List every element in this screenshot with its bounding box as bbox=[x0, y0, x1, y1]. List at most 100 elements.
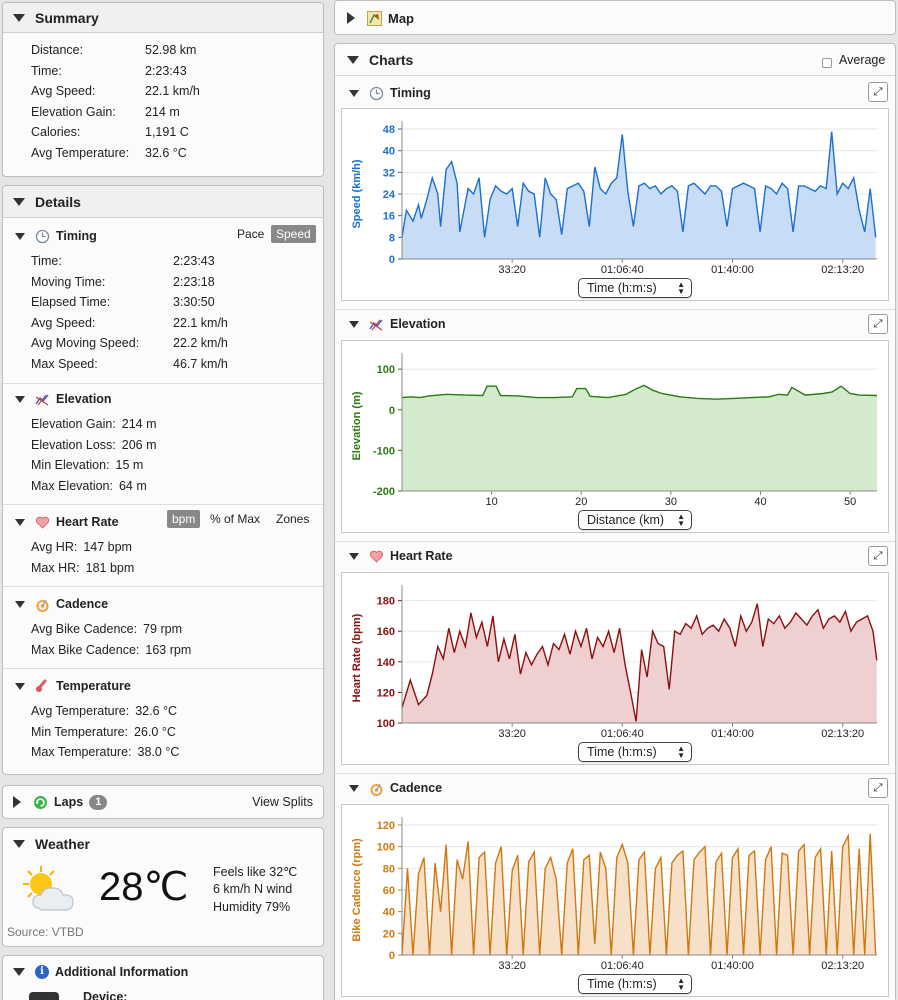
speed-toggle[interactable]: Speed bbox=[271, 225, 316, 243]
cadence-chart-header[interactable]: Cadence bbox=[335, 778, 895, 798]
series-area bbox=[402, 603, 877, 723]
selector-label: Time (h:m:s) bbox=[587, 745, 657, 759]
stat-row: Max Bike Cadence: 163 rpm bbox=[31, 643, 191, 657]
stat-label: Avg Speed: bbox=[31, 84, 96, 98]
y-axis-label: Bike Cadence (rpm) bbox=[351, 838, 363, 942]
summary-header[interactable]: Summary bbox=[3, 3, 323, 33]
weather-panel: Weather 28℃ Feels like 32℃ 6 km/h N wind… bbox=[2, 827, 324, 947]
stat-value: 2:23:43 bbox=[145, 63, 187, 78]
heart-rate-chart-svg: Heart Rate (bpm) 100 120 140 160 180 33:20 01:0… bbox=[351, 585, 878, 740]
stat-label: Max Elevation: bbox=[31, 478, 113, 493]
x-tick-label: 50 bbox=[844, 496, 856, 508]
divider bbox=[335, 541, 895, 542]
stat-label: Calories: bbox=[31, 125, 81, 139]
details-panel: Details Timing Pace Speed Time: 2:23:43 Mo… bbox=[2, 185, 324, 775]
y-tick-label: 40 bbox=[383, 907, 395, 919]
stat-label: Max Speed: bbox=[31, 356, 98, 371]
additional-info-header[interactable]: i Additional Information bbox=[3, 956, 323, 988]
time-axis-selector[interactable]: Time (h:m:s) ▲ ▼ bbox=[578, 974, 692, 994]
collapse-triangle-icon bbox=[15, 600, 25, 608]
x-tick-label: 02:13:20 bbox=[821, 264, 864, 276]
collapse-triangle-icon bbox=[349, 89, 359, 97]
heart-rate-chart-header[interactable]: Heart Rate bbox=[335, 546, 895, 566]
expand-icon[interactable]: ⤢ bbox=[868, 314, 888, 334]
stat-row: Max Elevation: 64 m bbox=[31, 479, 147, 493]
temperature-title: Temperature bbox=[56, 679, 131, 693]
x-tick-label: 30 bbox=[665, 496, 677, 508]
elevation-chart-svg: Elevation (m) -200 -100 0 100 10 20 30 40 50 bbox=[351, 353, 878, 508]
expand-icon[interactable]: ⤢ bbox=[868, 778, 888, 798]
heart-rate-title: Heart Rate bbox=[56, 515, 119, 529]
stat-value: 163 rpm bbox=[145, 642, 192, 657]
y-tick-label: 100 bbox=[377, 364, 395, 376]
charts-panel: Charts Average Timing ⤢ Speed (km/h) 0 8 16… bbox=[334, 43, 896, 1000]
stat-value: 22.1 km/h bbox=[173, 315, 228, 330]
elevation-title: Elevation bbox=[56, 392, 112, 406]
stat-label: Avg HR: bbox=[31, 540, 78, 554]
percent-max-toggle[interactable]: % of Max bbox=[210, 512, 261, 526]
expand-icon[interactable]: ⤢ bbox=[868, 546, 888, 566]
cadence-title: Cadence bbox=[56, 597, 109, 611]
view-splits-link[interactable]: View Splits bbox=[252, 795, 313, 809]
stat-row: Avg Temperature: 32.6 °C bbox=[31, 146, 187, 160]
timing-chart-header[interactable]: Timing bbox=[335, 83, 895, 103]
map-header[interactable]: Map bbox=[335, 1, 895, 34]
pace-toggle[interactable]: Pace bbox=[237, 227, 265, 241]
elevation-section-header[interactable]: Elevation bbox=[3, 389, 323, 409]
charts-header[interactable]: Charts bbox=[335, 44, 895, 76]
expand-icon[interactable]: ⤢ bbox=[868, 82, 888, 102]
y-tick-label: 0 bbox=[389, 950, 395, 962]
y-tick-label: 16 bbox=[383, 211, 395, 223]
elevation-chart-header[interactable]: Elevation bbox=[335, 314, 895, 334]
stat-row: Calories: 1,191 C bbox=[31, 125, 189, 139]
collapse-triangle-icon bbox=[15, 395, 25, 403]
timing-section-header[interactable]: Timing bbox=[3, 226, 323, 246]
temperature-section-header[interactable]: Temperature bbox=[3, 676, 323, 696]
x-tick-label: 01:40:00 bbox=[711, 264, 754, 276]
stat-label: Avg Moving Speed: bbox=[31, 336, 140, 350]
x-tick-label: 01:40:00 bbox=[711, 728, 754, 740]
stat-label: Avg Temperature: bbox=[31, 145, 130, 160]
additional-info-panel: i Additional Information Device: bbox=[2, 955, 324, 1000]
stat-row: Avg Speed: 22.1 km/h bbox=[31, 316, 228, 330]
stat-label: Distance: bbox=[31, 43, 84, 57]
stat-row: Distance: 52.98 km bbox=[31, 43, 196, 57]
stat-row: Max HR: 181 bpm bbox=[31, 561, 134, 575]
details-header[interactable]: Details bbox=[3, 186, 323, 218]
y-tick-label: 140 bbox=[377, 657, 395, 669]
x-tick-label: 33:20 bbox=[498, 264, 526, 276]
heart-icon bbox=[369, 549, 384, 564]
stat-value: 181 bpm bbox=[85, 560, 135, 575]
speed-chart: Speed (km/h) 0 8 16 24 32 40 48 33:20 01:06:40 01:… bbox=[341, 108, 889, 301]
cadence-section-header[interactable]: Cadence bbox=[3, 594, 323, 614]
stat-row: Avg Bike Cadence: 79 rpm bbox=[31, 622, 182, 636]
collapse-triangle-icon bbox=[15, 682, 25, 690]
y-tick-label: 100 bbox=[377, 718, 395, 730]
weather-header[interactable]: Weather bbox=[3, 828, 323, 860]
y-tick-label: 120 bbox=[377, 687, 395, 699]
heart-rate-section-header[interactable]: Heart Rate bbox=[3, 512, 323, 532]
info-icon: i bbox=[35, 965, 49, 979]
zones-toggle[interactable]: Zones bbox=[276, 512, 310, 526]
bpm-toggle[interactable]: bpm bbox=[167, 510, 201, 528]
stat-row: Avg Temperature: 32.6 °C bbox=[31, 704, 177, 718]
average-checkbox[interactable] bbox=[822, 58, 832, 68]
stat-label: Moving Time: bbox=[31, 274, 106, 289]
laps-header[interactable]: Laps 1 View Splits bbox=[3, 786, 323, 818]
weather-title: Weather bbox=[35, 836, 90, 852]
time-axis-selector[interactable]: Time (h:m:s) ▲ ▼ bbox=[578, 742, 692, 762]
feels-like-text: Feels like 32℃ bbox=[213, 865, 298, 879]
laps-icon bbox=[33, 795, 48, 810]
elevation-chart: Elevation (m) -200 -100 0 100 10 20 30 40 50 Dist… bbox=[341, 340, 889, 533]
stat-row: Min Elevation: 15 m bbox=[31, 458, 143, 472]
selector-label: Distance (km) bbox=[587, 513, 665, 527]
series-line bbox=[401, 131, 877, 238]
time-axis-selector[interactable]: Time (h:m:s) ▲ ▼ bbox=[578, 278, 692, 298]
y-tick-label: 48 bbox=[383, 124, 395, 136]
distance-axis-selector[interactable]: Distance (km) ▲ ▼ bbox=[578, 510, 692, 530]
y-tick-label: 20 bbox=[383, 928, 395, 940]
stat-row: Time: 2:23:43 bbox=[31, 254, 215, 268]
average-label: Average bbox=[839, 53, 886, 67]
divider bbox=[3, 668, 323, 669]
divider bbox=[335, 309, 895, 310]
